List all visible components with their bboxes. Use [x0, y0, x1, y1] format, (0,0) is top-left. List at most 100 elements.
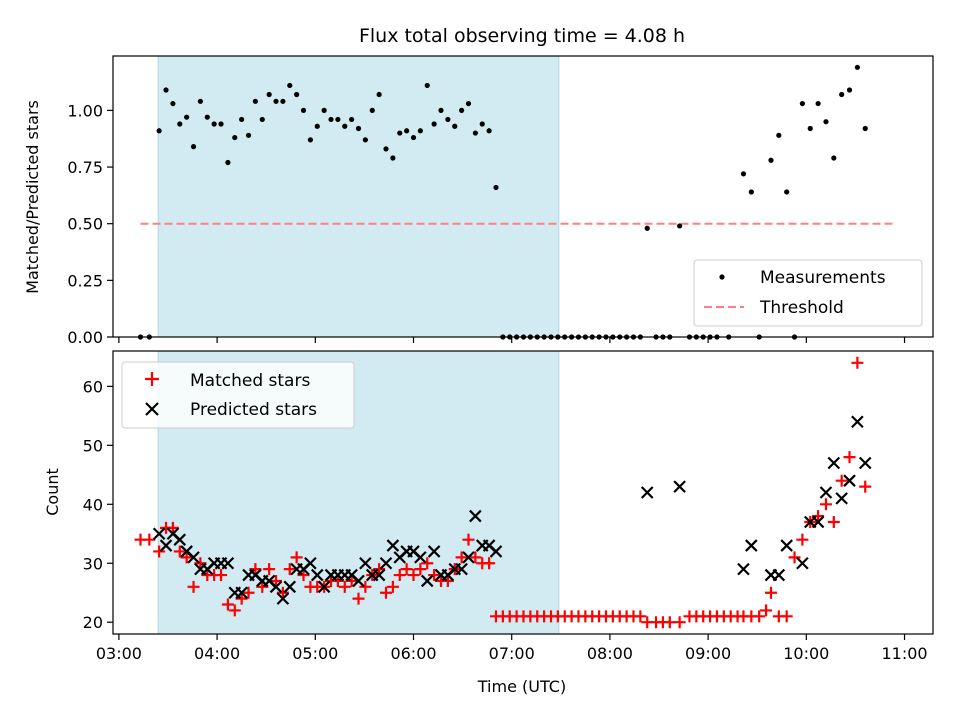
predicted-star-point — [304, 556, 317, 570]
predicted-star-point — [843, 474, 856, 487]
measurement-point — [349, 116, 355, 123]
predicted-star-point — [352, 574, 365, 588]
top-y-tick-label: 0.75 — [67, 158, 103, 177]
top-y-tick-label: 0.50 — [67, 215, 103, 234]
predicted-star-point — [827, 456, 841, 470]
measurement-point — [232, 134, 238, 141]
measurement-point — [383, 146, 389, 152]
predicted-star-point — [455, 562, 468, 576]
measurement-point — [184, 114, 190, 120]
legend-predicted-label: Predicted stars — [190, 400, 317, 420]
matched-star-point — [373, 563, 386, 576]
predicted-star-point — [310, 568, 324, 582]
matched-star-point — [180, 551, 193, 564]
measurement-point — [452, 123, 458, 129]
top-y-axis-label: Matched/Predicted stars — [23, 100, 42, 294]
top-y-tick-label: 1.00 — [67, 101, 103, 120]
figure-title: Flux total observing time = 4.08 h — [359, 25, 685, 47]
measurement-point — [410, 134, 417, 141]
measurement-point — [287, 82, 293, 89]
measurement-point — [266, 91, 272, 98]
measurement-point — [438, 107, 444, 113]
predicted-star-point — [819, 486, 833, 499]
predicted-star-point — [187, 551, 200, 564]
measurement-point — [245, 132, 252, 138]
matched-star-point — [249, 563, 262, 576]
matched-star-point — [441, 574, 454, 587]
matched-star-point — [270, 574, 283, 587]
measurement-point — [417, 128, 423, 134]
matched-star-point — [380, 586, 393, 599]
bottom-axes-frame — [112, 350, 934, 635]
measurement-point — [190, 144, 197, 150]
measurement-point — [459, 107, 465, 113]
measurement-point — [862, 125, 868, 132]
matched-star-point — [812, 510, 825, 523]
matched-star-point — [421, 557, 434, 570]
predicted-star-point — [489, 545, 503, 558]
bottom-panel: 03:00 04:00 05:00 06:00 07:00 08:00 09:00 10:00… — [43, 350, 934, 696]
x-tick-label: 08:00 — [587, 644, 633, 663]
predicted-star-point — [858, 456, 872, 470]
legend-matched-label: Matched stars — [190, 371, 310, 391]
measurement-point — [815, 100, 821, 107]
measurement-point — [424, 82, 430, 89]
matched-star-point — [764, 586, 777, 599]
top-y-tick-label: 0.00 — [67, 328, 103, 347]
matched-star-point — [166, 521, 179, 534]
bottom-x-axis-label: Time (UTC) — [477, 677, 566, 696]
predicted-star-point — [317, 580, 331, 594]
bot-y-tick-label: 60 — [83, 377, 103, 396]
measurement-point — [280, 98, 286, 104]
predicted-star-point — [359, 556, 372, 570]
matched-star-point — [283, 563, 296, 576]
bot-y-tick-label: 40 — [83, 495, 103, 514]
measurement-point — [273, 98, 279, 104]
matched-star-point — [851, 356, 864, 369]
measurement-point — [211, 121, 217, 127]
matched-star-point — [173, 545, 186, 558]
predicted-star-point — [235, 586, 248, 600]
measurement-point — [748, 189, 754, 195]
predicted-star-point — [414, 551, 427, 564]
legend-predicted-marker — [145, 402, 159, 416]
measurement-point — [204, 114, 210, 120]
measurement-point — [479, 121, 485, 127]
measurement-point — [823, 119, 829, 125]
predicted-star-point — [780, 539, 793, 552]
measurement-point — [314, 123, 320, 129]
matched-star-point — [780, 610, 793, 623]
bottom-y-ticks: 20 30 40 50 60 — [83, 377, 113, 632]
measurement-point — [307, 137, 313, 143]
matched-star-point — [859, 480, 872, 493]
matched-star-point — [331, 574, 344, 587]
predicted-star-point — [811, 515, 825, 529]
matched-star-point — [228, 604, 241, 617]
matched-star-point — [256, 580, 269, 593]
measurement-point — [465, 100, 472, 107]
x-tick-label: 11:00 — [881, 644, 927, 663]
measurement-point — [807, 125, 813, 132]
matched-star-point — [788, 551, 801, 564]
predicted-stars-points — [152, 415, 872, 605]
predicted-star-point — [851, 415, 864, 429]
measurement-point — [369, 107, 375, 113]
measurement-point — [431, 121, 437, 127]
measurement-point — [768, 157, 774, 163]
predicted-star-point — [269, 580, 283, 594]
predicted-star-point — [283, 580, 297, 594]
x-tick-label: 09:00 — [685, 644, 731, 663]
x-tick-label: 10:00 — [783, 644, 829, 663]
matched-star-point — [345, 574, 358, 587]
top-axes-frame — [112, 55, 934, 338]
predicted-star-point — [745, 539, 758, 552]
predicted-star-point — [673, 480, 686, 493]
matched-star-point — [352, 592, 365, 605]
matched-star-point — [634, 610, 647, 623]
matched-star-point — [276, 586, 289, 599]
matched-star-point — [194, 557, 207, 570]
measurement-point — [404, 128, 410, 134]
matched-star-point — [469, 551, 482, 564]
measurement-point — [259, 116, 265, 123]
matched-star-point — [338, 580, 351, 593]
